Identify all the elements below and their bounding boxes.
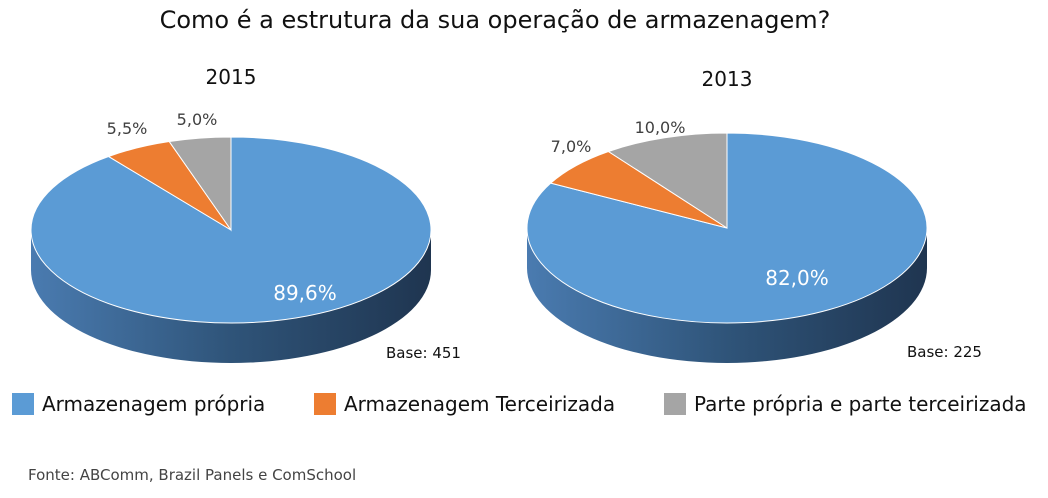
data-label-parte: 10,0% <box>635 118 686 137</box>
data-label-propria: 82,0% <box>765 266 829 290</box>
pie-title: 2015 <box>206 65 257 89</box>
data-label-parte: 5,0% <box>177 110 218 129</box>
legend-swatch-parte <box>664 393 686 415</box>
chart-title: Como é a estrutura da sua operação de ar… <box>159 6 831 34</box>
data-label-terceirizada: 7,0% <box>551 137 592 156</box>
data-label-terceirizada: 5,5% <box>107 119 148 138</box>
legend-label-terceirizada: Armazenagem Terceirizada <box>344 392 616 416</box>
legend-swatch-terceirizada <box>314 393 336 415</box>
pie-slice-parte <box>607 132 728 229</box>
pie-slice-parte <box>168 136 232 232</box>
base-label: Base: 451 <box>386 344 461 362</box>
base-label: Base: 225 <box>907 343 982 361</box>
pie-chart-2015: 2015 89,6% 5,5% 5,0% Base: 451 <box>30 65 461 363</box>
legend-label-parte: Parte própria e parte terceirizada <box>694 392 1027 416</box>
pie-charts-svg: 2015 89,6% 5,5% 5,0% Base: 451 2013 82,0% 7,0% 1… <box>30 65 982 363</box>
legend-item-terceirizada: Armazenagem Terceirizada <box>314 392 615 416</box>
pie-title: 2013 <box>702 67 753 91</box>
data-label-propria: 89,6% <box>273 281 337 305</box>
source-note: Fonte: ABComm, Brazil Panels e ComSchool <box>28 466 357 484</box>
legend: Armazenagem própria Armazenagem Terceiri… <box>12 392 1048 426</box>
legend-swatch-propria <box>12 393 34 415</box>
legend-item-propria: Armazenagem própria <box>12 392 265 416</box>
pie-side-wall <box>527 228 927 363</box>
legend-item-parte: Parte própria e parte terceirizada <box>664 392 1027 416</box>
pie-chart-2013: 2013 82,0% 7,0% 10,0% Base: 225 <box>526 67 982 363</box>
pie-charts-area: 2015 89,6% 5,5% 5,0% Base: 451 2013 82,0% 7,0% 1… <box>30 65 982 363</box>
pie-side-wall <box>31 230 431 363</box>
legend-label-propria: Armazenagem própria <box>42 392 266 416</box>
